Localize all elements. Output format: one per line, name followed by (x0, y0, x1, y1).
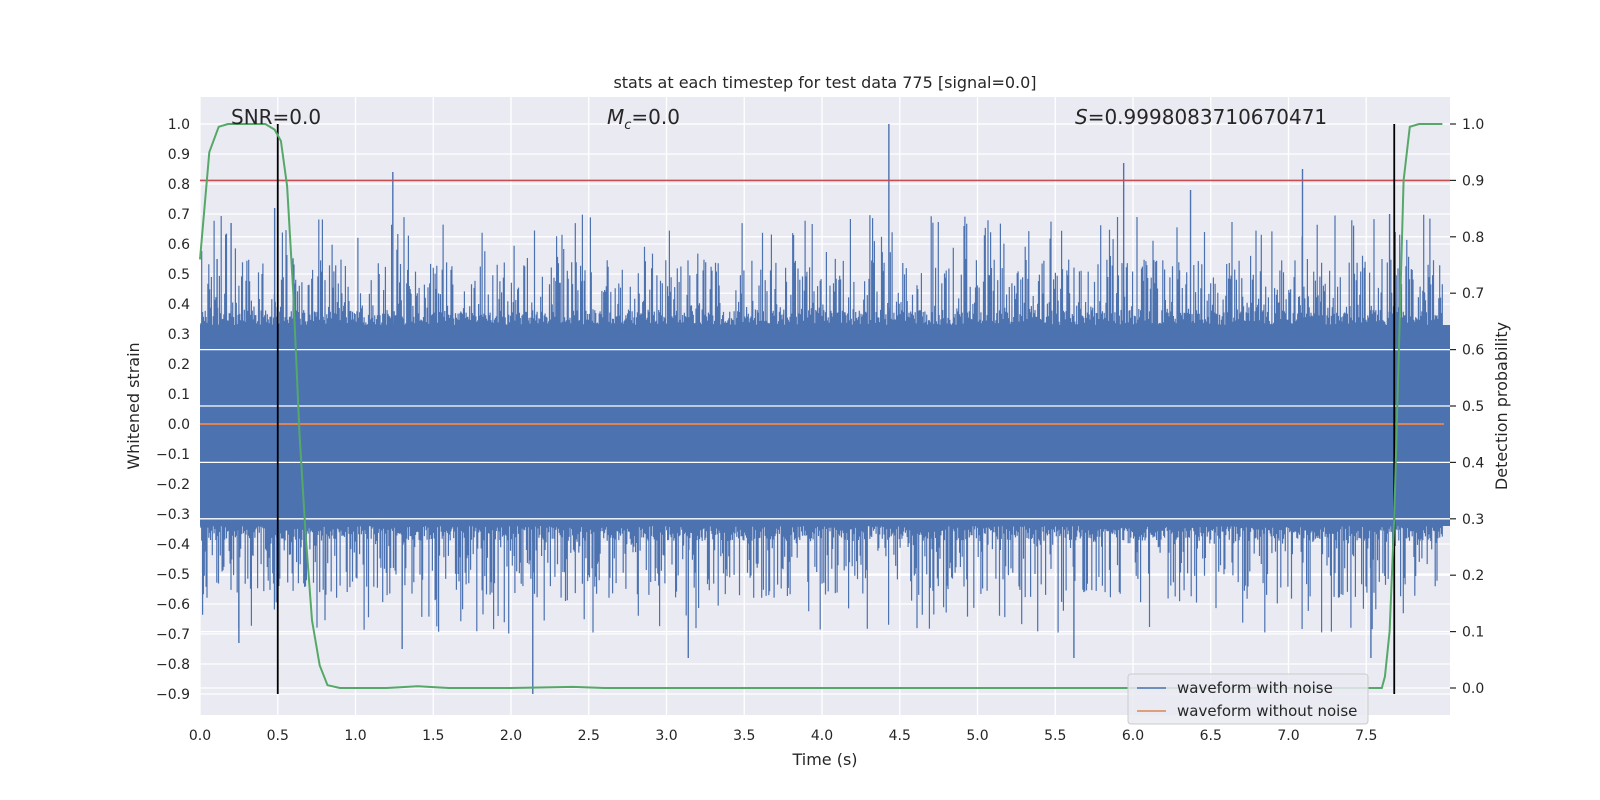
y2-tick-label: 1.0 (1462, 117, 1484, 133)
y-tick-label: 0.3 (168, 327, 190, 343)
x-tick-label: 5.5 (1044, 728, 1066, 744)
y-tick-label: −0.1 (156, 447, 190, 463)
y2-tick-label: 0.2 (1462, 568, 1484, 584)
x-tick-label: 0.5 (267, 728, 289, 744)
y2-tick-label: 0.8 (1462, 230, 1484, 246)
y-axis-ticks: −0.9 −0.8 −0.7 −0.6 −0.5 −0.4 −0.3 −0.2 −0.1 0.0 0… (156, 117, 190, 703)
mc-symbol: M (607, 105, 624, 129)
y-tick-label: −0.6 (156, 597, 190, 613)
y2-tick-label: 0.9 (1462, 173, 1484, 189)
x-tick-label: 6.0 (1122, 728, 1144, 744)
series-lines (199, 123, 1450, 694)
legend-label-clean: waveform without noise (1177, 702, 1357, 720)
x-tick-label: 1.5 (422, 728, 444, 744)
mc-annotation: Mc=0.0 (607, 105, 680, 133)
mc-subscript: c (624, 118, 631, 133)
mc-value: =0.0 (631, 105, 680, 129)
y-tick-label: 0.5 (168, 267, 190, 283)
x-tick-label: 2.5 (578, 728, 600, 744)
y2-tick-label: 0.6 (1462, 343, 1484, 359)
y-tick-label: 0.2 (168, 357, 190, 373)
y2-tick-label: 0.3 (1462, 512, 1484, 528)
y-tick-label: −0.2 (156, 477, 190, 493)
x-tick-label: 7.0 (1277, 728, 1299, 744)
y2-axis-label: Detection probability (1492, 322, 1511, 490)
x-axis-ticks: 0.0 0.5 1.0 1.5 2.0 2.5 3.0 3.5 4.0 4.5 5.0 5.5 6.0 6… (189, 728, 1378, 744)
x-tick-label: 3.0 (655, 728, 677, 744)
y-tick-label: −0.5 (156, 567, 190, 583)
legend-label-noise: waveform with noise (1177, 679, 1333, 697)
y2-tick-label: 0.7 (1462, 286, 1484, 302)
x-tick-label: 7.5 (1355, 728, 1377, 744)
y2-axis-ticks: 0.0 0.1 0.2 0.3 0.4 0.5 0.6 0.7 0.8 0.9 1.0 (1450, 117, 1484, 697)
series-detection-probability (199, 123, 1443, 689)
snr-annotation: SNR=0.0 (231, 105, 321, 129)
x-axis-label: Time (s) (791, 750, 857, 769)
noise-core-band (200, 325, 1450, 526)
y-tick-label: −0.8 (156, 657, 190, 673)
x-tick-label: 4.0 (811, 728, 833, 744)
y2-tick-label: 0.5 (1462, 399, 1484, 415)
x-tick-label: 2.0 (500, 728, 522, 744)
x-tick-label: 4.5 (889, 728, 911, 744)
y-tick-label: −0.7 (156, 627, 190, 643)
y-tick-label: −0.9 (156, 687, 190, 703)
legend: waveform with noise waveform without noi… (1127, 673, 1369, 725)
s-annotation: S=0.9998083710670471 (1075, 105, 1327, 129)
y-tick-label: 1.0 (168, 117, 190, 133)
y-tick-label: 0.8 (168, 177, 190, 193)
y-axis-label: Whitened strain (124, 342, 143, 469)
x-tick-label: 0.0 (189, 728, 211, 744)
x-tick-label: 3.5 (733, 728, 755, 744)
y-tick-label: 0.6 (168, 237, 190, 253)
s-value: =0.9998083710670471 (1088, 105, 1327, 129)
y2-tick-label: 0.4 (1462, 455, 1484, 471)
y2-tick-label: 0.1 (1462, 625, 1484, 641)
y-tick-label: 0.1 (168, 387, 190, 403)
x-tick-label: 5.0 (966, 728, 988, 744)
y-tick-label: −0.3 (156, 507, 190, 523)
y-tick-label: −0.4 (156, 537, 190, 553)
x-tick-label: 6.5 (1200, 728, 1222, 744)
series-waveform-with-noise (200, 124, 1450, 694)
s-symbol: S (1075, 105, 1088, 129)
y-tick-label: 0.7 (168, 207, 190, 223)
y-tick-label: 0.9 (168, 147, 190, 163)
y2-tick-label: 0.0 (1462, 681, 1484, 697)
x-tick-label: 1.0 (344, 728, 366, 744)
y-tick-label: 0.0 (168, 417, 190, 433)
chart-title: stats at each timestep for test data 775… (613, 73, 1036, 92)
y-tick-label: 0.4 (168, 297, 190, 313)
legend-box (1127, 673, 1369, 725)
